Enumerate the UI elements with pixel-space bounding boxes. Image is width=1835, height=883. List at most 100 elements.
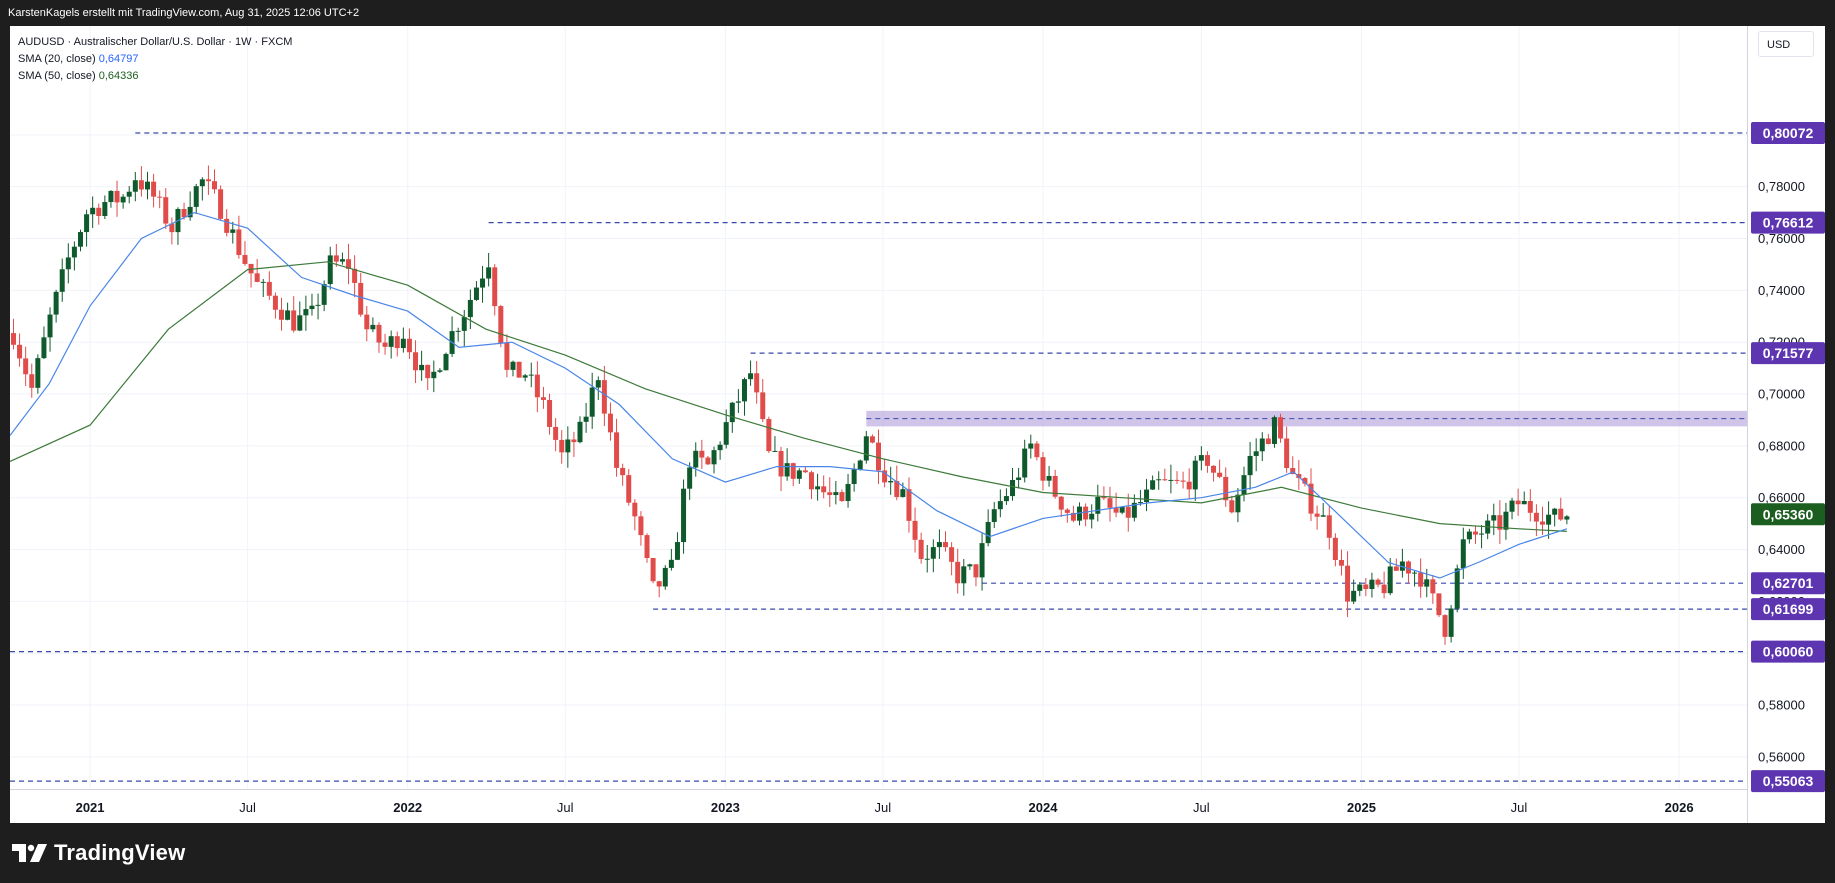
candle-body xyxy=(1558,508,1564,520)
candle-body xyxy=(687,467,693,489)
candle-body xyxy=(553,426,559,440)
candle-body xyxy=(187,206,193,218)
candle-body xyxy=(894,480,900,497)
candle-body xyxy=(735,401,741,403)
candle-body xyxy=(406,338,412,353)
candle-body xyxy=(1168,479,1174,481)
sma50-legend[interactable]: SMA (50, close) 0,64336 xyxy=(18,68,292,85)
candle-body xyxy=(1028,443,1034,449)
candle-body xyxy=(711,450,717,465)
candle-body xyxy=(693,450,699,468)
y-tick-label: 0,66000 xyxy=(1758,490,1805,505)
candle-body xyxy=(126,191,132,197)
sma20-value: 0,64797 xyxy=(98,53,139,65)
last-price-badge: 0,65360 xyxy=(1763,506,1814,522)
candle-body xyxy=(1186,481,1192,490)
tradingview-logo-text: TradingView xyxy=(54,840,186,865)
candle-body xyxy=(869,436,875,443)
candle-body xyxy=(540,397,546,400)
candle-body xyxy=(656,581,662,587)
candle-body xyxy=(510,361,516,370)
sma20-legend[interactable]: SMA (20, close) 0,64797 xyxy=(18,51,292,68)
candle-body xyxy=(534,374,540,398)
candle-body xyxy=(851,469,857,484)
candle-body xyxy=(467,299,473,318)
candle-body xyxy=(346,259,352,269)
candle-body xyxy=(1253,451,1259,456)
candle-body xyxy=(1217,472,1223,477)
candle-body xyxy=(59,269,65,292)
level-badge: 0,80072 xyxy=(1763,125,1814,141)
candle-body xyxy=(955,561,961,584)
candle-body xyxy=(930,547,936,559)
candle-body xyxy=(1022,448,1028,478)
candle-body xyxy=(53,291,59,315)
candle-body xyxy=(1497,515,1503,530)
x-tick-label: Jul xyxy=(1511,800,1528,815)
candle-body xyxy=(1454,568,1460,609)
level-badge-bg xyxy=(1751,572,1825,595)
candle-body xyxy=(199,179,205,187)
candle-body xyxy=(1338,560,1344,566)
candle-body xyxy=(991,509,997,522)
candle-body xyxy=(1442,615,1448,637)
candle-body xyxy=(796,470,802,479)
candle-body xyxy=(492,267,498,307)
candle-body xyxy=(358,282,364,315)
candle-body xyxy=(1491,515,1497,521)
candle-body xyxy=(455,330,461,332)
candle-body xyxy=(717,444,723,451)
x-tick-label: 2026 xyxy=(1665,800,1694,815)
candle-body xyxy=(668,559,674,568)
candle-body xyxy=(108,190,114,203)
candle-body xyxy=(601,380,607,414)
level-badge-bg xyxy=(1751,770,1825,793)
candle-body xyxy=(662,567,668,587)
candle-body xyxy=(815,486,821,490)
candle-body xyxy=(888,480,894,483)
candle-body xyxy=(1405,561,1411,574)
candle-body xyxy=(1460,539,1466,569)
candle-body xyxy=(120,196,126,203)
candle-body xyxy=(218,189,224,219)
candle-body xyxy=(504,342,510,370)
x-tick-label: Jul xyxy=(239,800,256,815)
candle-body xyxy=(559,439,565,453)
candle-body xyxy=(1235,494,1241,513)
candle-body xyxy=(1527,500,1533,513)
price-chart[interactable]: 0,560000,580000,600000,620000,640000,660… xyxy=(10,26,1825,823)
candle-body xyxy=(35,358,41,388)
candle-body xyxy=(169,223,175,233)
candle-body xyxy=(1113,507,1119,513)
candle-body xyxy=(1345,565,1351,602)
resistance-zone xyxy=(866,410,1747,427)
candle-body xyxy=(376,324,382,343)
candle-body xyxy=(760,392,766,420)
candle-body xyxy=(1412,572,1418,574)
candle-body xyxy=(614,432,620,468)
candle-body xyxy=(425,364,431,379)
candle-body xyxy=(626,475,632,503)
candle-body xyxy=(77,232,83,247)
chart-area[interactable]: 0,560000,580000,600000,620000,640000,660… xyxy=(10,26,1825,823)
candle-body xyxy=(1308,483,1314,514)
candle-body xyxy=(1119,506,1125,513)
attribution-text: KarstenKagels erstellt mit TradingView.c… xyxy=(8,7,360,19)
candle-body xyxy=(1387,566,1393,594)
candle-body xyxy=(772,450,778,452)
candle-body xyxy=(522,375,528,378)
candle-body xyxy=(1083,506,1089,520)
candle-body xyxy=(1223,476,1229,501)
candle-body xyxy=(486,267,492,279)
sma50-line xyxy=(10,261,1567,532)
candle-body xyxy=(352,268,358,283)
level-badge: 0,71577 xyxy=(1763,345,1814,361)
candle-body xyxy=(620,467,626,476)
candle-body xyxy=(71,246,77,258)
tradingview-logo[interactable]: TradingView xyxy=(12,839,185,867)
candle-body xyxy=(1320,515,1326,517)
currency-button[interactable]: USD xyxy=(1758,31,1814,57)
candle-body xyxy=(577,421,583,443)
level-badge-bg xyxy=(1751,211,1825,234)
candle-body xyxy=(912,520,918,540)
